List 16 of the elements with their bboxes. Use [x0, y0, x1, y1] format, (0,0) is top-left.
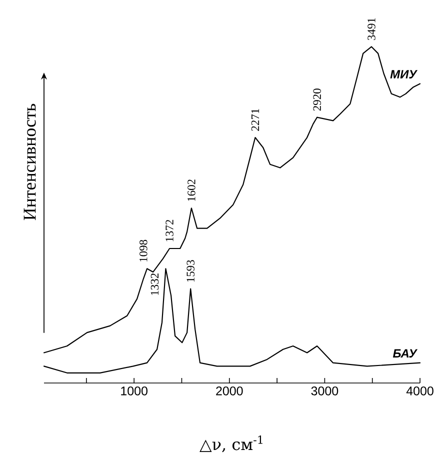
annotation: 1372	[166, 220, 174, 242]
x-tick-label: 2000	[216, 386, 243, 396]
x-tick-label: 3000	[311, 386, 338, 396]
annotation: 1332	[150, 274, 159, 295]
y-axis-title: Интенсивность	[24, 104, 36, 220]
x-axis-title: △ν, см$^{-1}$	[200, 435, 262, 452]
annotation: 2271	[251, 109, 260, 131]
series-label: МИУ	[390, 70, 418, 79]
x-tick-label: 1000	[121, 386, 148, 396]
x-tick-label: 4000	[406, 386, 434, 396]
series-label: БАУ	[392, 349, 418, 358]
annotation: 3491	[368, 18, 376, 40]
annotation: 1602	[188, 180, 196, 201]
annotation: 1593	[186, 260, 194, 282]
annotation: 1098	[140, 240, 148, 262]
annotation: 2920	[313, 88, 321, 111]
